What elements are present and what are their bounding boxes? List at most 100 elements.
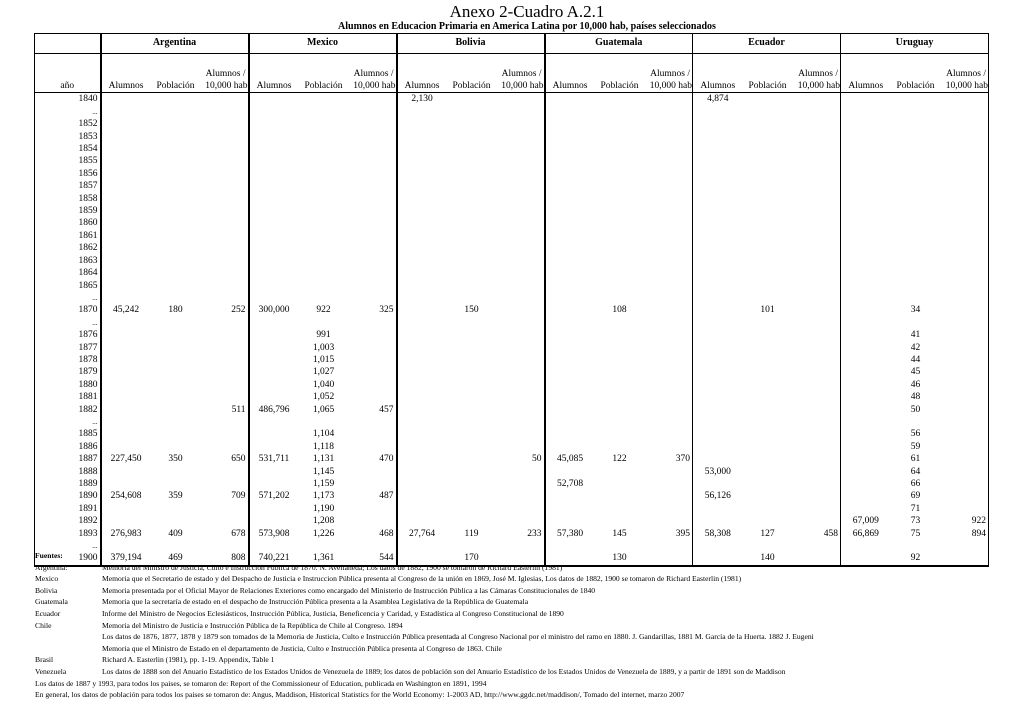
alumnos-cell bbox=[841, 540, 891, 552]
poblacion-cell: 469 bbox=[168, 553, 183, 564]
year-cell: 1859 bbox=[34, 205, 102, 218]
table-row: 1856 bbox=[34, 167, 989, 181]
year-cell: 1853 bbox=[34, 130, 102, 144]
ratio-cell bbox=[496, 205, 546, 218]
alumnos-cell bbox=[101, 379, 151, 391]
ratio-cell bbox=[941, 490, 989, 502]
ratio-cell bbox=[496, 366, 546, 379]
alumnos-cell bbox=[397, 453, 447, 465]
poblacion-cell bbox=[151, 180, 201, 192]
alumnos-cell bbox=[101, 106, 151, 118]
page-title: Anexo 2-Cuadro A.2.1 bbox=[449, 2, 605, 21]
ratio-header-line2: 10,000 hab bbox=[792, 80, 841, 93]
source-note: Memoria que el Ministro de Estado en el … bbox=[35, 643, 814, 655]
alumnos-cell: 27,764 bbox=[408, 528, 436, 539]
poblacion-cell bbox=[743, 143, 793, 155]
ratio-cell bbox=[644, 552, 693, 566]
ratio-cell bbox=[348, 92, 398, 106]
ratio-cell bbox=[496, 540, 546, 553]
alumnos-cell bbox=[397, 379, 447, 391]
ratio-header-line1: Alumnos / bbox=[644, 53, 693, 80]
ratio-cell: 50 bbox=[496, 453, 546, 466]
alumnos-cell bbox=[249, 106, 299, 118]
ratio-cell bbox=[496, 192, 546, 206]
ratio-cell bbox=[496, 217, 546, 230]
general-note: En general, los datos de población para … bbox=[35, 690, 685, 700]
ratio-cell: 468 bbox=[348, 527, 398, 541]
poblacion-cell bbox=[151, 106, 201, 118]
poblacion-cell bbox=[447, 441, 497, 453]
alumnos-cell bbox=[693, 280, 743, 292]
alumnos-cell bbox=[841, 354, 891, 366]
alumnos-cell bbox=[841, 255, 891, 267]
ratio-cell bbox=[941, 304, 989, 316]
ratio-cell bbox=[200, 341, 250, 354]
ratio-cell bbox=[941, 354, 989, 366]
ratio-header-line1: Alumnos / bbox=[496, 53, 546, 80]
ratio-cell bbox=[644, 143, 693, 156]
poblacion-cell: 122 bbox=[612, 454, 627, 465]
alumnos-header: Alumnos bbox=[404, 81, 440, 91]
ratio-cell bbox=[496, 291, 546, 305]
source-country: Brasil bbox=[35, 655, 54, 665]
poblacion-cell bbox=[151, 118, 201, 130]
poblacion-cell bbox=[743, 503, 793, 515]
alumnos-cell bbox=[693, 205, 743, 217]
year-cell: 1862 bbox=[34, 242, 102, 255]
table-row: 1891 1,190 71 bbox=[34, 502, 989, 516]
poblacion-cell: 61 bbox=[910, 454, 921, 465]
alumnos-cell bbox=[397, 404, 447, 416]
alumnos-cell bbox=[841, 490, 891, 502]
poblacion-cell bbox=[447, 230, 497, 242]
poblacion-cell bbox=[447, 366, 497, 378]
alumnos-cell bbox=[545, 317, 595, 329]
alumnos-cell: 45,085 bbox=[556, 454, 584, 465]
alumnos-cell bbox=[545, 466, 595, 478]
alumnos-cell bbox=[545, 292, 595, 304]
poblacion-cell: 127 bbox=[760, 528, 775, 539]
ratio-cell bbox=[348, 341, 398, 354]
poblacion-cell bbox=[743, 118, 793, 130]
year-cell: 1892 bbox=[34, 515, 102, 528]
poblacion-cell: 66 bbox=[910, 479, 921, 489]
ratio-cell bbox=[644, 440, 693, 454]
poblacion-cell bbox=[891, 180, 941, 192]
alumnos-cell bbox=[693, 155, 743, 167]
poblacion-cell: 350 bbox=[168, 454, 183, 465]
poblacion-cell bbox=[743, 205, 793, 217]
alumnos-cell bbox=[397, 366, 447, 378]
alumnos-cell bbox=[544, 92, 595, 106]
poblacion-cell bbox=[447, 317, 497, 329]
alumnos-cell bbox=[545, 217, 595, 229]
ratio-cell bbox=[348, 180, 398, 193]
ratio-cell bbox=[496, 92, 546, 106]
ratio-cell bbox=[792, 242, 841, 255]
poblacion-cell bbox=[447, 490, 497, 502]
year-cell: 1886 bbox=[34, 440, 102, 454]
poblacion-cell bbox=[743, 416, 793, 428]
ratio-cell bbox=[644, 267, 693, 280]
alumnos-cell bbox=[545, 155, 595, 167]
ratio-cell bbox=[792, 205, 841, 218]
ratio-cell bbox=[644, 180, 693, 193]
year-cell: 1888 bbox=[34, 465, 102, 478]
alumnos-cell bbox=[397, 267, 447, 279]
alumnos-cell bbox=[841, 180, 891, 192]
spacer bbox=[841, 54, 891, 81]
poblacion-cell: 1,040 bbox=[312, 379, 335, 390]
poblacion-cell bbox=[447, 205, 497, 217]
alumnos-cell bbox=[545, 280, 595, 292]
ratio-cell: 457 bbox=[348, 403, 398, 416]
ratio-cell bbox=[792, 304, 841, 317]
year-header: año bbox=[34, 80, 102, 93]
ratio-cell bbox=[348, 291, 398, 305]
alumnos-cell bbox=[249, 379, 299, 391]
ratio-cell bbox=[644, 515, 693, 528]
source-country: Guatemala bbox=[35, 597, 68, 607]
poblacion-cell bbox=[447, 478, 497, 490]
poblacion-cell bbox=[595, 131, 645, 143]
poblacion-cell: 45 bbox=[910, 367, 921, 378]
ratio-cell bbox=[792, 279, 841, 292]
ratio-cell bbox=[792, 329, 841, 342]
ratio-header-line2: 10,000 hab bbox=[200, 80, 250, 93]
